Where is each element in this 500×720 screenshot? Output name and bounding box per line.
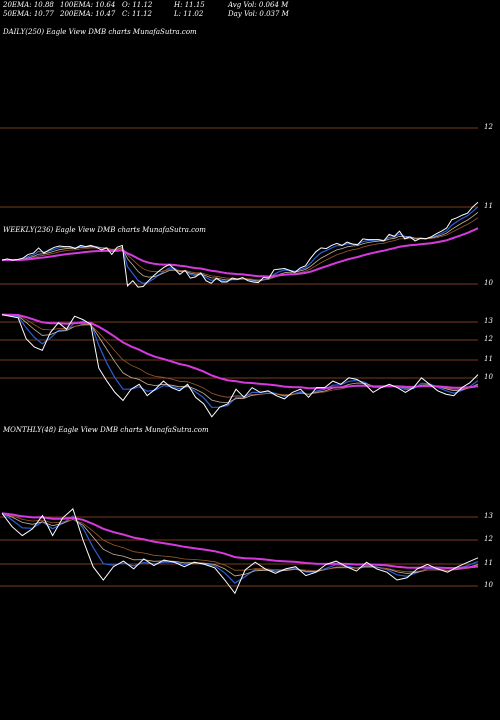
ema-magenta-line — [1, 227, 479, 278]
header-20ema: 20EMA: 10.88 — [3, 1, 54, 9]
weekly-panel-label: WEEKLY(236) Eagle View DMB charts Munafa… — [3, 226, 206, 234]
y-tick-label: 10 — [484, 581, 493, 589]
ema-magenta-line — [1, 512, 479, 570]
ema-brown-line — [1, 314, 479, 398]
y-tick-label: 12 — [484, 535, 493, 543]
header-avg-vol: Avg Vol: 0.064 M — [228, 1, 289, 9]
header-close: C: 11.12 — [122, 10, 152, 18]
header-open: O: 11.12 — [122, 1, 153, 9]
ema-brown-line — [1, 217, 479, 281]
monthly-panel-label: MONTHLY(48) Eagle View DMB charts Munafa… — [3, 426, 209, 434]
ema-brown-line — [1, 512, 479, 573]
y-tick-label: 10 — [484, 279, 493, 287]
price-line — [1, 314, 479, 418]
header-low: L: 11.02 — [174, 10, 204, 18]
ema-tan-line — [1, 211, 479, 282]
header-50ema: 50EMA: 10.77 — [3, 10, 54, 18]
header-200ema: 200EMA: 10.47 — [60, 10, 116, 18]
y-tick-label: 12 — [484, 335, 493, 343]
y-tick-label: 13 — [484, 512, 493, 520]
price-line — [1, 508, 479, 595]
header-day-vol: Day Vol: 0.037 M — [228, 10, 289, 18]
y-tick-label: 11 — [484, 355, 493, 363]
y-tick-label: 11 — [484, 559, 493, 567]
ema-magenta-line — [1, 313, 479, 390]
header-high: H: 11.15 — [174, 1, 205, 9]
price-line — [1, 201, 479, 288]
ema-tan-line — [1, 512, 479, 577]
y-tick-label: 10 — [484, 373, 493, 381]
ema-blue-line — [1, 512, 479, 584]
y-tick-label: 12 — [484, 123, 493, 131]
y-tick-label: 13 — [484, 317, 493, 325]
daily-panel-label: DAILY(250) Eagle View DMB charts MunafaS… — [3, 28, 197, 36]
y-tick-label: 11 — [484, 202, 493, 210]
header-100ema: 100EMA: 10.64 — [60, 1, 116, 9]
